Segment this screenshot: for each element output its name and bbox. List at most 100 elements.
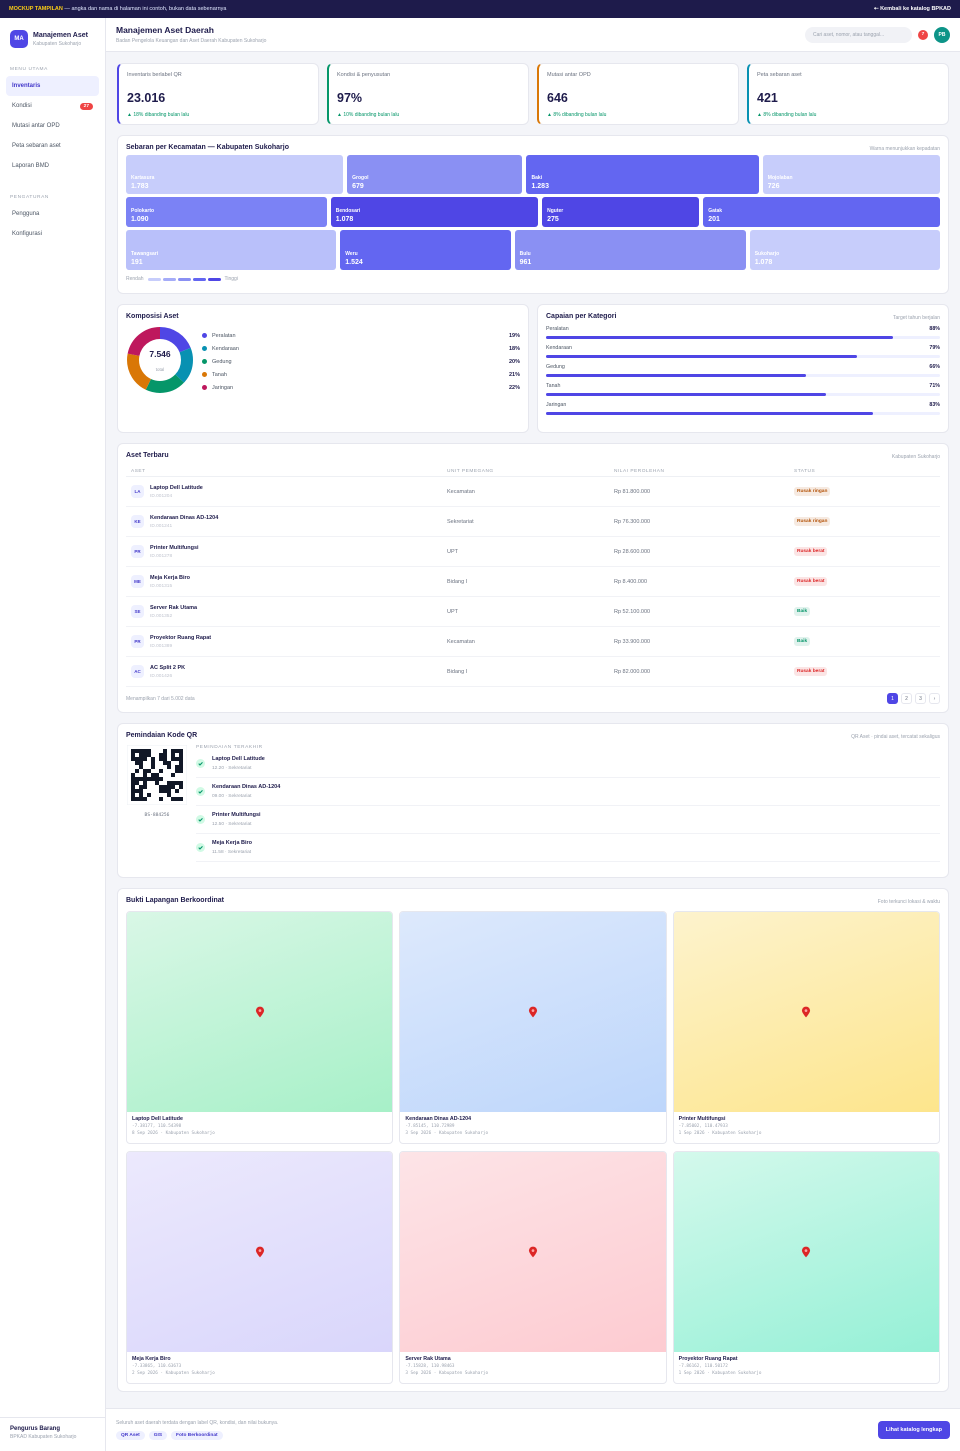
recent-item[interactable]: Meja Kerja Biro 11.58 · Sekretariat: [196, 834, 940, 862]
bar-track: [546, 393, 940, 396]
footer-info: Seluruh aset daerah terdata dengan label…: [116, 1420, 278, 1440]
panel-title: Capaian per Kategori: [546, 313, 617, 320]
table-row[interactable]: PR Proyektor Ruang Rapat ID.001389 Kecamata…: [126, 627, 940, 657]
qr-body: BS-884256 PEMINDAIAN TERAKHIR Laptop Del…: [126, 744, 940, 862]
caption: Proyektor Ruang Rapat -7.86162, 110.50172…: [674, 1352, 939, 1380]
treemap-tile[interactable]: Polokarto 1.090: [126, 197, 327, 227]
check-mark: [198, 818, 203, 822]
tile-value: 1.078: [335, 216, 354, 223]
evidence-panel: Bukti Lapangan Berkoordinat Foto terkunc…: [117, 888, 949, 1392]
evidence-card[interactable]: Printer Multifungsi -7.85002, 110.47933 1 …: [672, 911, 940, 1144]
legend-dot: [202, 385, 207, 390]
recent-title: PEMINDAIAN TERAKHIR: [196, 745, 263, 750]
treemap-tile[interactable]: Gatak 201: [703, 197, 940, 227]
treemap-tile[interactable]: Nguter 275: [542, 197, 700, 227]
header-tools: Cari aset, nomor, atau tanggal... 7 PB: [805, 26, 950, 43]
chip: GIS: [148, 1431, 168, 1440]
kpi-card: Peta sebaran aset 421 ▲ 8% dibanding bulan…: [747, 63, 949, 125]
nav-item[interactable]: Kondisi 27: [6, 96, 99, 116]
treemap-tile[interactable]: Bulu 961: [514, 230, 746, 270]
page-subtitle: Badan Pengelola Keuangan dan Aset Daerah…: [116, 38, 267, 44]
legend-swatch: [192, 277, 206, 281]
asset-cell: PR Printer Multifungsi ID.001278: [131, 545, 447, 559]
table-row[interactable]: PR Printer Multifungsi ID.001278 UPT Rp 28.6…: [126, 537, 940, 567]
page-button[interactable]: 1: [887, 693, 898, 704]
qr-cell: [155, 777, 159, 781]
qr-cell: [159, 769, 163, 773]
donut-segment: [127, 327, 193, 393]
treemap-row: Tawangsari 191 Weru 1.524 Bulu 961 Sukoharjo 1.…: [126, 230, 941, 270]
table-row[interactable]: KE Kendaraan Dinas AD-1204 ID.001241 Sekret…: [126, 507, 940, 537]
treemap-tile[interactable]: Sukoharjo 1.078: [749, 230, 941, 270]
nav-item[interactable]: Konfigurasi: [6, 224, 99, 244]
bar-head: Jaringan 83%: [546, 402, 940, 408]
bar-track: [546, 374, 940, 377]
bar: [546, 336, 893, 339]
qr-cell: [171, 757, 175, 761]
qr-cell: [147, 793, 151, 797]
legend-value: 18%: [508, 345, 520, 352]
panel-title: Bukti Lapangan Berkoordinat: [126, 897, 225, 904]
evidence-card[interactable]: Meja Kerja Biro -7.33865, 110.63673 2 Sep …: [126, 1151, 394, 1384]
nav-item[interactable]: Peta sebaran aset: [6, 136, 99, 156]
composition-panel: Komposisi Aset 7.546 total Peralatan 19% Ke…: [117, 304, 529, 433]
asset-id: ID.001426: [150, 673, 173, 679]
panel-title: Sebaran per Kecamatan — Kabupaten Sukoha…: [126, 144, 289, 151]
caption-name: Laptop Dell Latitude: [132, 1116, 183, 1122]
kpi-label: Mutasi antar OPD: [547, 72, 591, 78]
nav-item[interactable]: Mutasi antar OPD: [6, 116, 99, 136]
evidence-card[interactable]: Laptop Dell Latitude -7.38177, 110.54398 8…: [126, 911, 394, 1144]
page-button[interactable]: 3: [915, 693, 926, 704]
search-box[interactable]: Cari aset, nomor, atau tanggal...: [805, 26, 912, 43]
asset-name: AC Split 2 PK: [150, 664, 186, 671]
avatar[interactable]: PB: [934, 26, 950, 43]
recent-item[interactable]: Laptop Dell Latitude 12.20 · Sekretariat: [196, 750, 940, 778]
recent-name: Laptop Dell Latitude: [212, 756, 265, 762]
treemap-tile[interactable]: Baki 1.283: [526, 155, 759, 194]
nav-item[interactable]: Laporan BMD: [6, 156, 99, 176]
recent-item[interactable]: Printer Multifungsi 12.50 · Sekretariat: [196, 806, 940, 834]
evidence-card[interactable]: Server Rak Utama -7.15828, 110.98463 3 Sep…: [399, 1151, 667, 1384]
evidence-card[interactable]: Proyektor Ruang Rapat -7.86162, 110.50172…: [672, 1151, 940, 1384]
caption: Kendaraan Dinas AD-1204 -7.85145, 110.729…: [400, 1112, 665, 1140]
table-row[interactable]: ME Meja Kerja Biro ID.001315 Bidang I Rp 8.4…: [126, 567, 940, 597]
nav-item[interactable]: Inventaris: [6, 76, 99, 96]
table-row[interactable]: AC AC Split 2 PK ID.001426 Bidang I Rp 82.00…: [126, 657, 940, 687]
panel-note: Target tahun berjalan: [893, 315, 940, 321]
page-button[interactable]: ›: [929, 693, 940, 704]
treemap-tile[interactable]: Kartasura 1.783: [126, 155, 344, 194]
qr-cell: [135, 797, 139, 801]
tile-value: 1.524: [345, 259, 363, 266]
column-header: UNIT PEMEGANG: [447, 469, 494, 474]
bar-head: Tanah 71%: [546, 383, 940, 389]
qr-cell: [171, 785, 175, 789]
bar-row: Peralatan 88%: [546, 326, 940, 339]
back-link[interactable]: ⇠ Kembali ke katalog BPKAD: [873, 6, 951, 12]
treemap-tile[interactable]: Grogol 679: [347, 155, 523, 194]
treemap-tile[interactable]: Tawangsari 191: [126, 230, 337, 270]
treemap-tile[interactable]: Bendosari 1.078: [330, 197, 539, 227]
legend-value: 19%: [508, 332, 520, 339]
treemap-tile[interactable]: Weru 1.524: [340, 230, 511, 270]
qr-cell: [139, 797, 143, 801]
qr-cell: [143, 785, 147, 789]
legend-name: Gedung: [212, 358, 232, 365]
kpi-label: Kondisi & penyusutan: [337, 72, 391, 78]
recent-item[interactable]: Kendaraan Dinas AD-1204 09.00 · Sekretari…: [196, 778, 940, 806]
sidebar: MA Manajemen Aset Kabupaten Sukoharjo ME…: [0, 18, 106, 1451]
chart-row: Komposisi Aset 7.546 total Peralatan 19% Ke…: [117, 304, 949, 443]
qr-cell: [167, 793, 171, 797]
evidence-card[interactable]: Kendaraan Dinas AD-1204 -7.85145, 110.729…: [399, 911, 667, 1144]
pin-shape: [255, 1006, 264, 1018]
content: Inventaris berlabel QR 23.016 ▲ 18% diband…: [106, 52, 960, 1408]
bar-track: [546, 336, 940, 339]
treemap-tile[interactable]: Mojolaban 726: [762, 155, 940, 194]
table-row[interactable]: SE Server Rak Utama ID.001352 UPT Rp 52.100.…: [126, 597, 940, 627]
bar-track: [546, 412, 940, 415]
catalog-button[interactable]: Lihat katalog lengkap: [877, 1421, 950, 1439]
nav-item[interactable]: Pengguna: [6, 204, 99, 224]
table-row[interactable]: LA Laptop Dell Latitude ID.001204 Kecamatan…: [126, 477, 940, 507]
notification-badge[interactable]: 7: [918, 29, 928, 40]
qr-panel: Pemindaian Kode QR QR Aset · pindai aset…: [117, 723, 949, 878]
page-button[interactable]: 2: [901, 693, 912, 704]
